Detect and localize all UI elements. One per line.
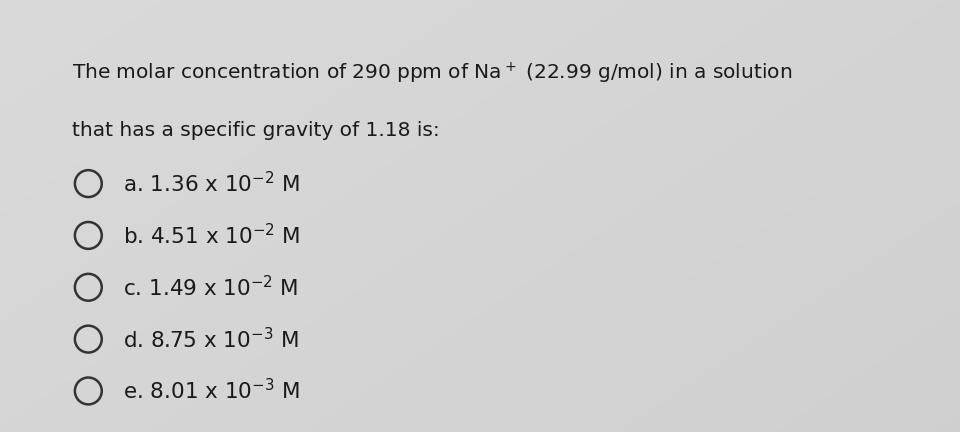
Text: a. 1.36 x 10$^{-2}$ M: a. 1.36 x 10$^{-2}$ M <box>123 171 300 196</box>
Text: d. 8.75 x 10$^{-3}$ M: d. 8.75 x 10$^{-3}$ M <box>123 327 299 352</box>
Text: c. 1.49 x 10$^{-2}$ M: c. 1.49 x 10$^{-2}$ M <box>123 275 299 300</box>
Text: The molar concentration of 290 ppm of Na$^+$ (22.99 g/mol) in a solution: The molar concentration of 290 ppm of Na… <box>72 60 792 86</box>
Text: that has a specific gravity of 1.18 is:: that has a specific gravity of 1.18 is: <box>72 121 440 140</box>
Text: b. 4.51 x 10$^{-2}$ M: b. 4.51 x 10$^{-2}$ M <box>123 223 300 248</box>
Text: e. 8.01 x 10$^{-3}$ M: e. 8.01 x 10$^{-3}$ M <box>123 378 300 403</box>
